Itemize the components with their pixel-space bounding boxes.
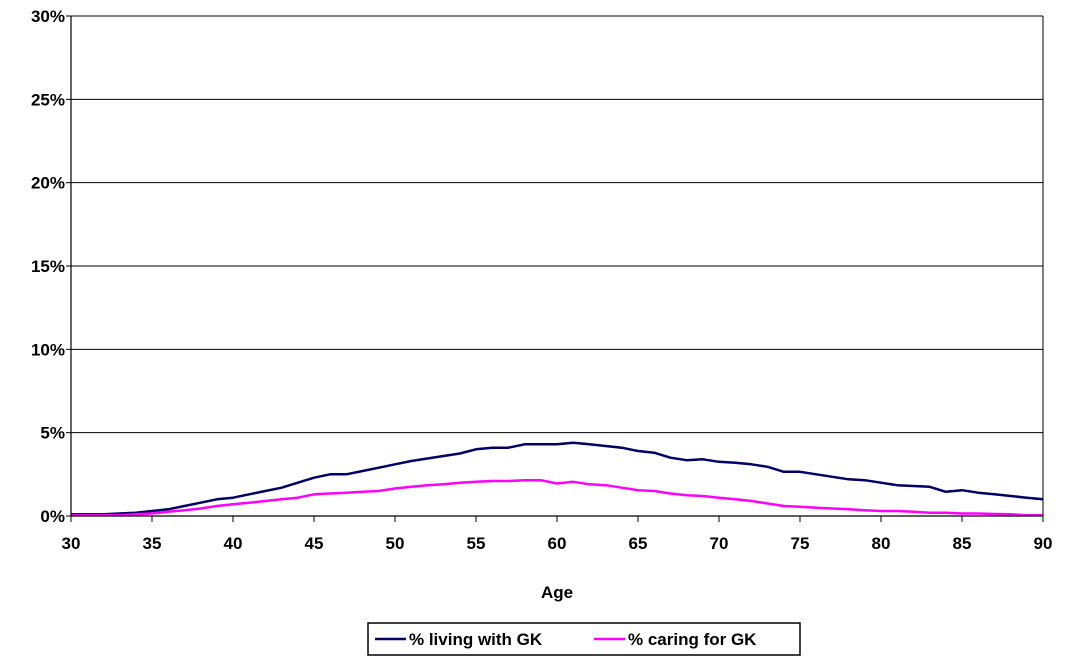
x-tick-label: 75: [791, 534, 810, 553]
legend-label-living-with-gk: % living with GK: [409, 630, 543, 649]
axes: [66, 15, 1044, 522]
y-tick-label: 25%: [31, 90, 65, 109]
series-lines: [71, 441, 1044, 517]
series-line-living-with-gk: [71, 441, 1044, 516]
x-axis-tick-labels: 30 35 40 45 50 55 60 65 70 75 80 85 90: [62, 534, 1053, 553]
x-tick-label: 45: [305, 534, 324, 553]
x-tick-label: 50: [386, 534, 405, 553]
x-tick-label: 35: [143, 534, 162, 553]
y-tick-label: 15%: [31, 257, 65, 276]
x-tick-label: 40: [224, 534, 243, 553]
legend-box: [367, 622, 801, 656]
series-line-caring-for-gk: [71, 478, 1043, 517]
x-tick-label: 55: [467, 534, 486, 553]
y-axis-tick-labels: 0% 5% 10% 15% 20% 25% 30%: [31, 7, 65, 526]
x-tick-label: 90: [1034, 534, 1053, 553]
y-tick-label: 20%: [31, 174, 65, 193]
x-tick-label: 85: [953, 534, 972, 553]
grid-lines: [71, 15, 1043, 517]
y-tick-label: 10%: [31, 340, 65, 359]
x-axis-title: Age: [541, 583, 573, 602]
y-tick-label: 5%: [40, 424, 65, 443]
x-tick-label: 60: [548, 534, 567, 553]
legend: % living with GK % caring for GK: [367, 622, 801, 656]
x-tick-label: 70: [710, 534, 729, 553]
y-tick-label: 0%: [40, 507, 65, 526]
y-tick-label: 30%: [31, 7, 65, 26]
x-tick-label: 80: [872, 534, 891, 553]
x-tick-label: 30: [62, 534, 81, 553]
legend-label-caring-for-gk: % caring for GK: [628, 630, 757, 649]
x-tick-label: 65: [629, 534, 648, 553]
